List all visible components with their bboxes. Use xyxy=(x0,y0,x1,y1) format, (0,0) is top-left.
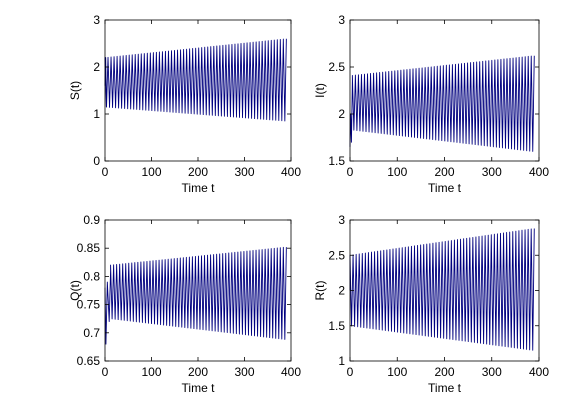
x-tick-label: 300 xyxy=(482,365,502,379)
y-tick-label: 3 xyxy=(338,213,345,227)
series-line xyxy=(104,246,287,345)
x-tick-label: 0 xyxy=(102,165,109,179)
y-tick-label: 2 xyxy=(338,107,345,121)
x-tick-label: 400 xyxy=(281,165,301,179)
subplot-1: 0 100 200 300 400 0 1 2 3 Time t S(t) xyxy=(68,13,301,195)
y-axis-label: R(t) xyxy=(313,281,327,301)
subplot-3: 0 100 200 300 400 0.65 0.7 0.75 0.8 0.85 0.9 Time t… xyxy=(68,213,301,395)
y-tick-label: 3 xyxy=(93,13,100,27)
x-tick-label: 400 xyxy=(529,365,549,379)
x-axis-label: Time t xyxy=(428,381,462,395)
x-axis-label: Time t xyxy=(182,181,216,195)
x-tick-label: 300 xyxy=(482,165,502,179)
y-tick-label: 0.9 xyxy=(83,213,100,227)
y-tick-label: 0.85 xyxy=(77,241,101,255)
y-axis-label: S(t) xyxy=(68,81,82,100)
y-tick-label: 2 xyxy=(93,60,100,74)
y-tick-label: 1.5 xyxy=(328,154,345,168)
y-tick-label: 0.8 xyxy=(83,269,100,283)
series-line xyxy=(349,55,535,152)
y-tick-label: 2 xyxy=(338,284,345,298)
x-axis-label: Time t xyxy=(428,181,462,195)
subplot-4: 0 100 200 300 400 1 1.5 2 2.5 3 Time t R(t) xyxy=(313,213,549,395)
x-tick-label: 400 xyxy=(281,365,301,379)
x-tick-label: 100 xyxy=(141,365,161,379)
series-line xyxy=(104,38,287,122)
y-axis-label: Q(t) xyxy=(68,280,82,301)
y-axis-label: I(t) xyxy=(313,83,327,98)
x-tick-label: 0 xyxy=(102,365,109,379)
x-tick-label: 100 xyxy=(387,165,407,179)
x-tick-label: 100 xyxy=(141,165,161,179)
x-tick-label: 200 xyxy=(188,165,208,179)
y-tick-label: 1 xyxy=(338,354,345,368)
y-tick-label: 0.7 xyxy=(83,326,100,340)
x-tick-label: 0 xyxy=(347,165,354,179)
y-tick-label: 0 xyxy=(93,154,100,168)
subplot-2: 0 100 200 300 400 1.5 2 2.5 3 Time t I(t) xyxy=(313,13,549,195)
x-tick-label: 300 xyxy=(234,165,254,179)
y-tick-label: 0.65 xyxy=(77,354,101,368)
x-tick-label: 300 xyxy=(234,365,254,379)
x-tick-label: 200 xyxy=(434,165,454,179)
series-line xyxy=(349,228,535,351)
x-tick-label: 200 xyxy=(434,365,454,379)
x-tick-label: 200 xyxy=(188,365,208,379)
y-tick-label: 2.5 xyxy=(328,60,345,74)
y-tick-label: 2.5 xyxy=(328,248,345,262)
y-tick-label: 1 xyxy=(93,107,100,121)
x-tick-label: 0 xyxy=(347,365,354,379)
y-tick-label: 0.75 xyxy=(77,298,101,312)
y-tick-label: 1.5 xyxy=(328,319,345,333)
x-tick-label: 400 xyxy=(529,165,549,179)
y-tick-label: 3 xyxy=(338,13,345,27)
x-tick-label: 100 xyxy=(387,365,407,379)
x-axis-label: Time t xyxy=(182,381,216,395)
